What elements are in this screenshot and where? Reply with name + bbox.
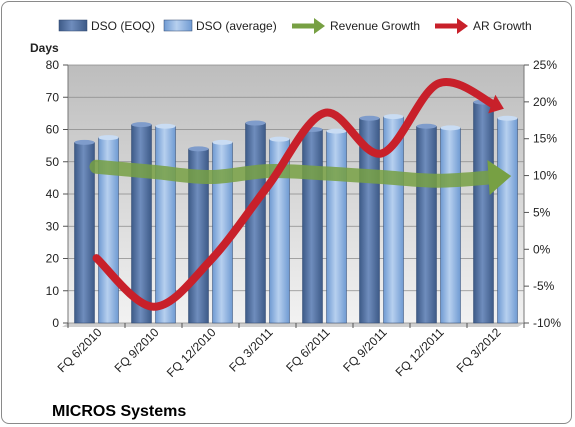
legend-dso-eoq-swatch [58,19,88,32]
y2-tick-label: 10% [533,169,557,183]
y-tick-label: 30 [46,219,60,233]
y2-tick-label: 20% [533,95,557,109]
y-tick-label: 20 [46,252,60,266]
x-tick-label: FQ 9/2010 [112,325,162,375]
y-axis-title: Days [30,41,59,55]
x-tick-label: FQ 6/2011 [283,325,333,375]
ar-growth-line [92,77,500,311]
bar-dso-average [497,117,518,324]
bar-top [245,120,266,126]
bar-top [497,115,518,121]
bar-top [74,139,95,145]
y2-tick-label: -10% [533,316,561,330]
plot-floor [62,323,524,327]
x-tick-label: FQ 3/2011 [226,325,276,375]
y-tick-label: 50 [46,155,60,169]
bar-top [269,136,290,142]
legend-dso-average-swatch [163,19,193,32]
legend-dso-eoq: DSO (EOQ) [58,19,155,33]
y-tick-label: 80 [46,58,60,72]
bar-dso-eoq [473,101,494,324]
lines-group [89,77,512,311]
y-tick-label: 10 [46,284,60,298]
bar-top [155,123,176,129]
legend-ar-growth-label: AR Growth [473,19,532,33]
bar-top [440,125,461,131]
bar-dso-average [440,127,461,324]
y-tick-label: 0 [52,316,59,330]
legend-ar-growth: AR Growth [435,18,532,34]
y-tick-label: 70 [46,90,60,104]
bar-top [131,122,152,128]
legend-revenue-growth: Revenue Growth [292,18,420,34]
legend-ar-growth-arrow-icon [457,18,468,34]
bar-top [416,123,437,129]
y2-tick-label: 5% [533,205,551,219]
bar-dso-average [155,126,176,324]
bar-top [212,139,233,145]
bar-dso-eoq [302,129,323,324]
y-tick-label: 40 [46,187,60,201]
legend-revenue-growth-label: Revenue Growth [330,19,420,33]
bar-dso-eoq [416,126,437,324]
bar-dso-average [326,130,347,324]
x-tick-label: FQ 6/2010 [55,325,105,375]
revenue-growth-arrowhead [487,160,512,195]
chart-title: MICROS Systems [52,403,186,420]
x-tick-label: FQ 3/2012 [454,325,504,375]
legend-dso-eoq-label: DSO (EOQ) [91,19,155,33]
bar-dso-eoq [245,122,266,324]
bar-top [326,128,347,134]
y2-tick-label: -5% [533,279,555,293]
ar-growth-arrowhead [488,94,504,114]
bar-top [359,115,380,121]
legend-revenue-growth-arrow-icon [314,18,325,34]
bar-top [383,114,404,120]
revenue-growth-line [89,159,503,188]
x-tick-label: FQ 9/2011 [340,325,390,375]
y2-tick-label: 25% [533,58,557,72]
legend: DSO (EOQ) DSO (average) Revenue Growth AR G… [58,18,532,34]
bar-top [98,135,119,141]
bar-top [188,146,209,152]
x-tick-label: FQ 12/2010 [164,325,219,380]
y2-tick-label: 15% [533,132,557,146]
x-tick-label: FQ 12/2011 [393,325,447,379]
y-tick-label: 60 [46,123,60,137]
legend-dso-average-label: DSO (average) [196,19,277,33]
y2-tick-label: 0% [533,242,551,256]
legend-dso-average: DSO (average) [163,19,277,33]
